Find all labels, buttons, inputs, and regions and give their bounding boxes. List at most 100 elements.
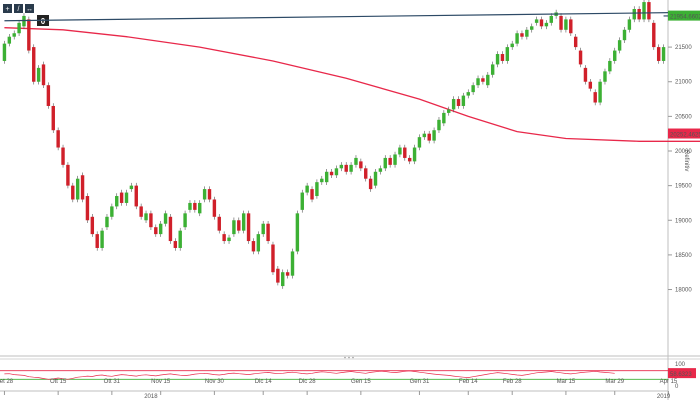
candle-body <box>569 19 573 34</box>
candle-body <box>647 2 651 20</box>
trendline <box>4 11 700 22</box>
chart-toolbar: + / ↔ 0 <box>3 4 49 26</box>
y-tick-label: 20500 <box>675 114 692 120</box>
candle-body <box>241 213 246 231</box>
candle-body <box>422 133 427 138</box>
candle-body <box>544 22 549 27</box>
last-price-label-bg <box>668 10 700 21</box>
candle-body <box>271 244 275 273</box>
candle-body <box>354 157 358 165</box>
rsi-label-bg <box>668 368 696 379</box>
candle-body <box>564 19 568 30</box>
x-tick-label: Feb 28 <box>503 379 522 385</box>
candle-body <box>603 71 607 82</box>
candle-body <box>100 230 104 248</box>
candle-body <box>261 223 265 235</box>
candle-body <box>163 213 168 224</box>
candle-body <box>432 130 436 141</box>
rsi-tick-label: 100 <box>675 362 686 368</box>
candle-body <box>388 157 392 165</box>
candle-body <box>349 164 353 172</box>
x-tick-label: Dic 28 <box>299 379 317 385</box>
x-tick-label: Ott 31 <box>104 379 121 385</box>
candle-body <box>378 168 383 172</box>
candle-body <box>617 40 622 51</box>
candle-body <box>393 154 397 165</box>
candle-body <box>212 199 217 217</box>
move-button[interactable] <box>25 4 34 13</box>
candle-body <box>300 192 304 210</box>
candle-body <box>359 161 363 169</box>
candle-body <box>608 60 612 72</box>
candle-body <box>12 33 16 37</box>
candle-body <box>154 227 158 235</box>
candle-body <box>110 206 114 217</box>
x-tick-label: Gen 15 <box>351 379 371 385</box>
candle-body <box>593 92 597 103</box>
candle-body <box>407 157 412 162</box>
candle-body <box>290 251 295 276</box>
candle-body <box>476 78 480 86</box>
candle-body <box>525 29 529 37</box>
candle-body <box>456 99 461 106</box>
y-tick-label: 20000 <box>675 149 692 155</box>
x-tick-label: Ott 15 <box>50 379 67 385</box>
move-icon: ↔ <box>26 6 33 13</box>
candle-body <box>622 29 627 41</box>
candle-body <box>530 26 534 30</box>
candle-body <box>315 182 319 197</box>
candle-body <box>442 112 446 124</box>
counter-label: 0 <box>41 17 46 26</box>
candle-body <box>412 147 417 162</box>
candle-body <box>515 33 519 44</box>
ma200-line <box>4 27 700 142</box>
x-tick-label: Set 28 <box>0 379 14 385</box>
candle-body <box>398 147 402 155</box>
candle-body <box>198 202 202 214</box>
candle-body <box>51 105 55 131</box>
candle-body <box>461 95 466 106</box>
candle-body <box>266 223 270 242</box>
candle-body <box>173 241 178 248</box>
x-year-label: 2019 <box>657 394 671 400</box>
candle-body <box>505 47 510 61</box>
candle-body <box>549 15 553 23</box>
x-tick-label: Dic 14 <box>255 379 273 385</box>
candle-body <box>7 36 12 44</box>
y-tick-label: 18500 <box>675 253 692 259</box>
candle-body <box>41 64 46 86</box>
candle-body <box>368 178 373 190</box>
candle-body <box>437 119 441 131</box>
candle-body <box>36 67 41 82</box>
candle-body <box>427 133 431 141</box>
candle-body <box>324 171 329 183</box>
draw-line-button[interactable] <box>14 4 23 13</box>
candle-body <box>149 213 153 228</box>
candle-body <box>598 81 602 103</box>
rsi-line <box>4 370 615 380</box>
crosshair-button[interactable] <box>3 4 12 13</box>
candle-body <box>481 78 485 82</box>
candle-body <box>232 220 236 235</box>
ma-label: 20252.4625 <box>670 133 700 139</box>
candle-body <box>246 213 251 242</box>
candle-body <box>573 36 578 48</box>
candle-body <box>119 192 124 203</box>
candle-body <box>95 234 99 248</box>
candle-body <box>305 185 309 193</box>
candle-body <box>188 202 192 210</box>
candle-body <box>158 223 163 235</box>
candle-body <box>193 202 197 210</box>
draw-line-icon: / <box>18 6 20 13</box>
candle-body <box>451 99 456 110</box>
x-tick-label: Nov 30 <box>205 379 225 385</box>
candle-body <box>237 220 241 231</box>
candle-body <box>490 64 495 75</box>
candle-body <box>642 2 646 20</box>
candle-body <box>105 216 109 228</box>
candle-body <box>134 185 138 207</box>
candle-body <box>71 185 75 200</box>
